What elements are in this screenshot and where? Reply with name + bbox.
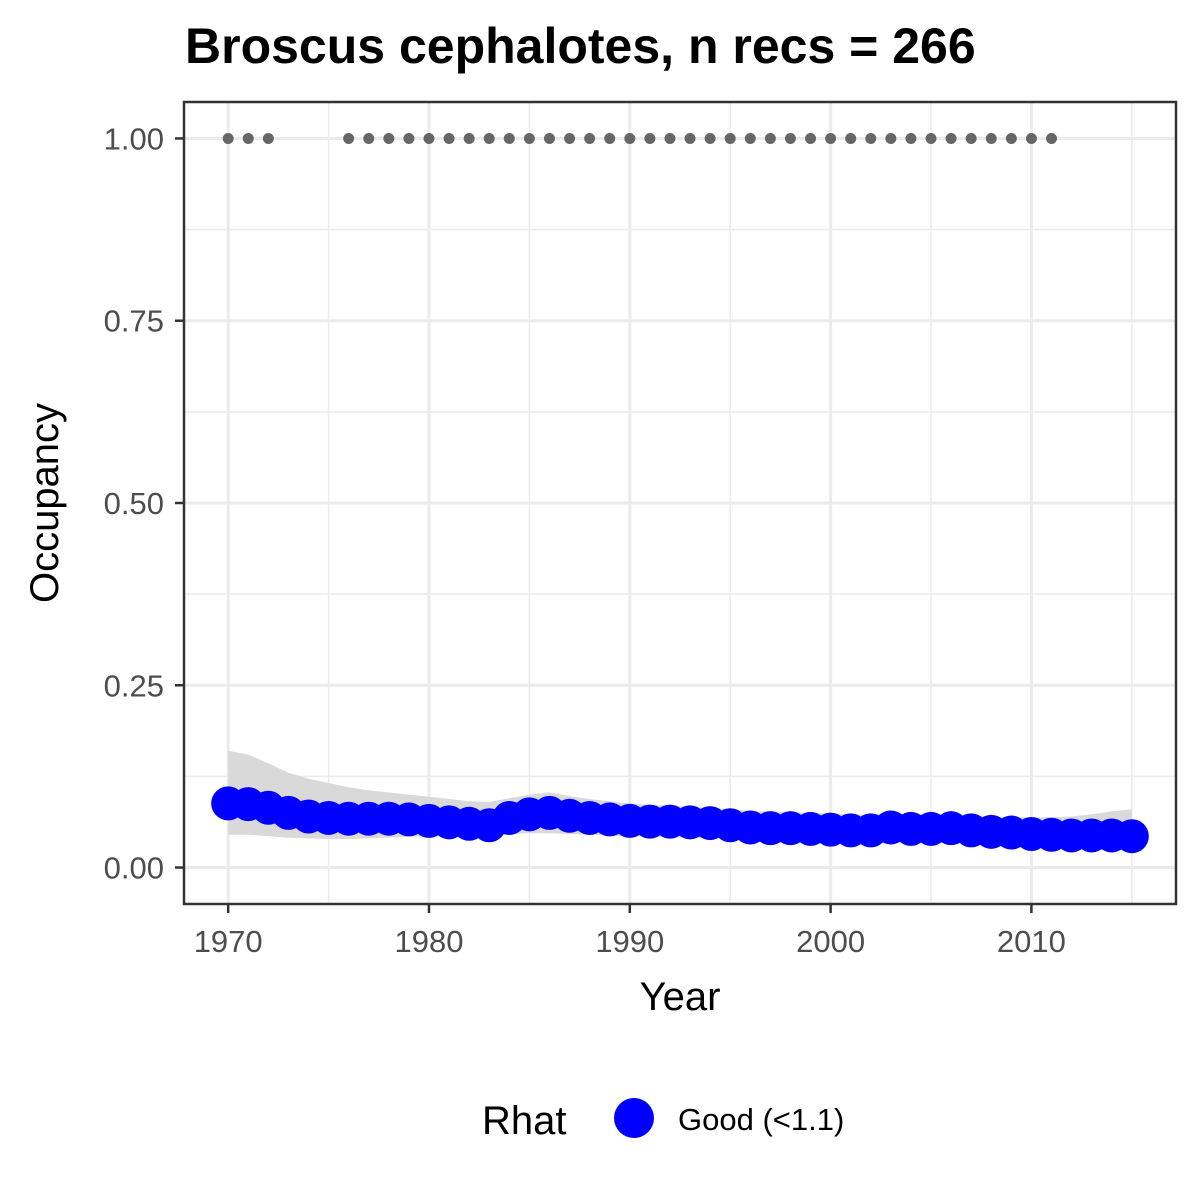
record-point: [262, 132, 274, 144]
chart-title: Broscus cephalotes, n recs = 266: [185, 18, 976, 74]
x-axis-title: Year: [640, 975, 721, 1019]
record-point: [1005, 132, 1017, 144]
data-points: [211, 786, 1149, 854]
y-axis-title: Occupancy: [23, 403, 67, 603]
record-point: [744, 132, 756, 144]
y-tick-label: 1.00: [104, 121, 164, 156]
record-point: [222, 132, 234, 144]
y-tick-label: 0.75: [104, 304, 164, 339]
legend-label: Good (<1.1): [678, 1102, 844, 1137]
y-tick-label: 0.25: [104, 668, 164, 703]
record-point: [825, 132, 837, 144]
record-point: [885, 132, 897, 144]
record-point: [704, 132, 716, 144]
x-tick-label: 2000: [796, 924, 865, 959]
record-point: [905, 132, 917, 144]
x-tick-label: 1980: [395, 924, 464, 959]
record-point: [805, 132, 817, 144]
x-tick-label: 2010: [997, 924, 1066, 959]
record-point: [664, 132, 676, 144]
record-point: [363, 132, 375, 144]
y-axis: 0.00 0.25 0.50 0.75 1.00: [104, 121, 184, 886]
record-point: [644, 132, 656, 144]
y-tick-label: 0.00: [104, 851, 164, 886]
major-gridlines: [184, 102, 1176, 904]
record-point: [624, 132, 636, 144]
record-point: [242, 132, 254, 144]
x-tick-label: 1970: [194, 924, 263, 959]
legend-title: Rhat: [482, 1099, 567, 1143]
record-point: [503, 132, 515, 144]
record-point: [383, 132, 395, 144]
record-point: [865, 132, 877, 144]
record-point: [724, 132, 736, 144]
record-point: [584, 132, 596, 144]
record-point: [965, 132, 977, 144]
record-point: [463, 132, 475, 144]
record-point: [684, 132, 696, 144]
x-axis: 1970 1980 1990 2000 2010: [194, 904, 1066, 959]
record-point: [523, 132, 535, 144]
record-point: [784, 132, 796, 144]
legend-key-marker: [614, 1098, 654, 1138]
record-point: [845, 132, 857, 144]
record-point: [343, 132, 355, 144]
data-point: [1114, 819, 1149, 854]
record-point: [985, 132, 997, 144]
legend: Rhat Good (<1.1): [482, 1098, 844, 1143]
record-points: [222, 132, 1057, 144]
record-point: [403, 132, 415, 144]
record-point: [764, 132, 776, 144]
record-point: [543, 132, 555, 144]
record-point: [564, 132, 576, 144]
record-point: [1025, 132, 1037, 144]
record-point: [945, 132, 957, 144]
record-point: [925, 132, 937, 144]
record-point: [443, 132, 455, 144]
record-point: [423, 132, 435, 144]
record-point: [1045, 132, 1057, 144]
y-tick-label: 0.50: [104, 486, 164, 521]
x-tick-label: 1990: [595, 924, 664, 959]
record-point: [604, 132, 616, 144]
record-point: [483, 132, 495, 144]
